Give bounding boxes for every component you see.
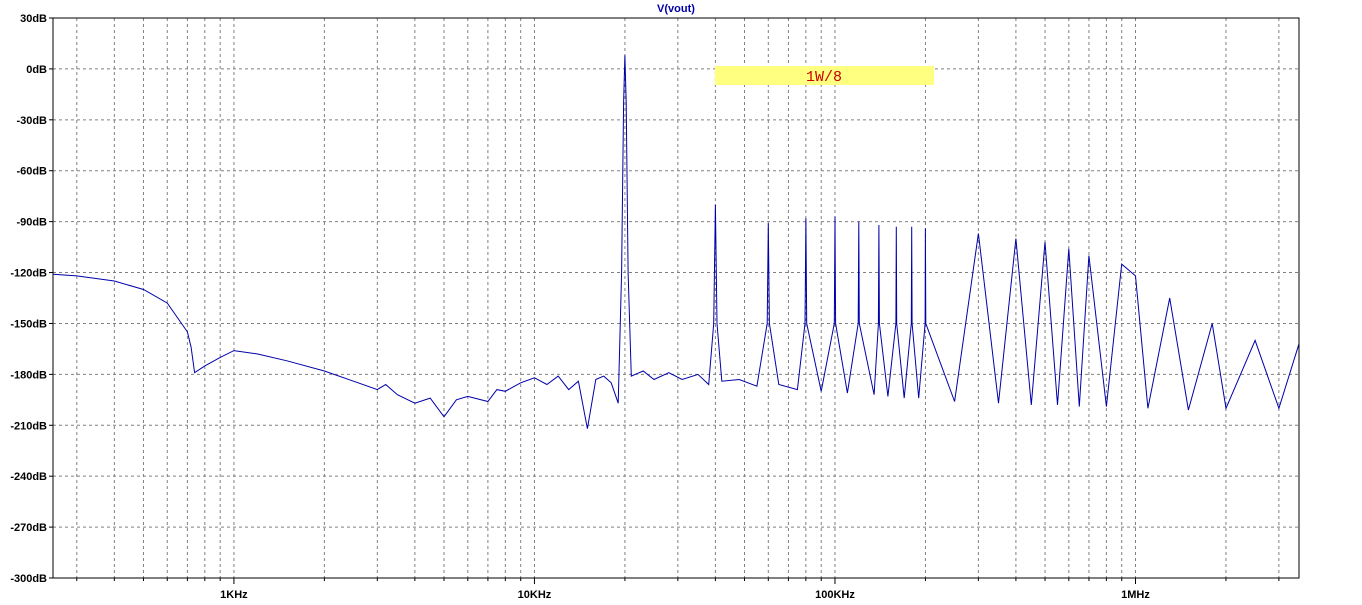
x-tick-labels: 1KHz 10KHz 100KHz 1MHz [220,589,1150,601]
y-tick-label: 30dB [20,13,47,25]
y-tick-label: -150dB [10,318,47,330]
series-line [52,55,1300,429]
x-tick-label: 1KHz [220,589,248,601]
y-tick-labels: 30dB 0dB -30dB -60dB -90dB -120dB -150dB -180dB… [10,13,47,585]
y-tick-label: 0dB [26,64,47,76]
y-tick-label: -270dB [10,522,47,534]
x-tick-label: 10KHz [518,589,552,601]
annotation-box: 1W/8 [715,66,934,86]
y-tick-label: -240dB [10,471,47,483]
x-tick-label: 1MHz [1121,589,1150,601]
y-tick-label: -90dB [16,217,47,229]
annotation-label: 1W/8 [806,69,842,86]
annotation-background [715,66,934,85]
y-tick-label: -300dB [10,573,47,585]
y-tick-label: -30dB [16,115,47,127]
y-tick-label: -180dB [10,369,47,381]
plot-frame [52,17,1300,579]
chart-title: V(vout) [657,3,695,15]
y-tick-label: -120dB [10,268,47,280]
y-tick-label: -210dB [10,420,47,432]
y-tick-label: -60dB [16,166,47,178]
x-tick-label: 100KHz [815,589,855,601]
trace [52,55,1300,429]
